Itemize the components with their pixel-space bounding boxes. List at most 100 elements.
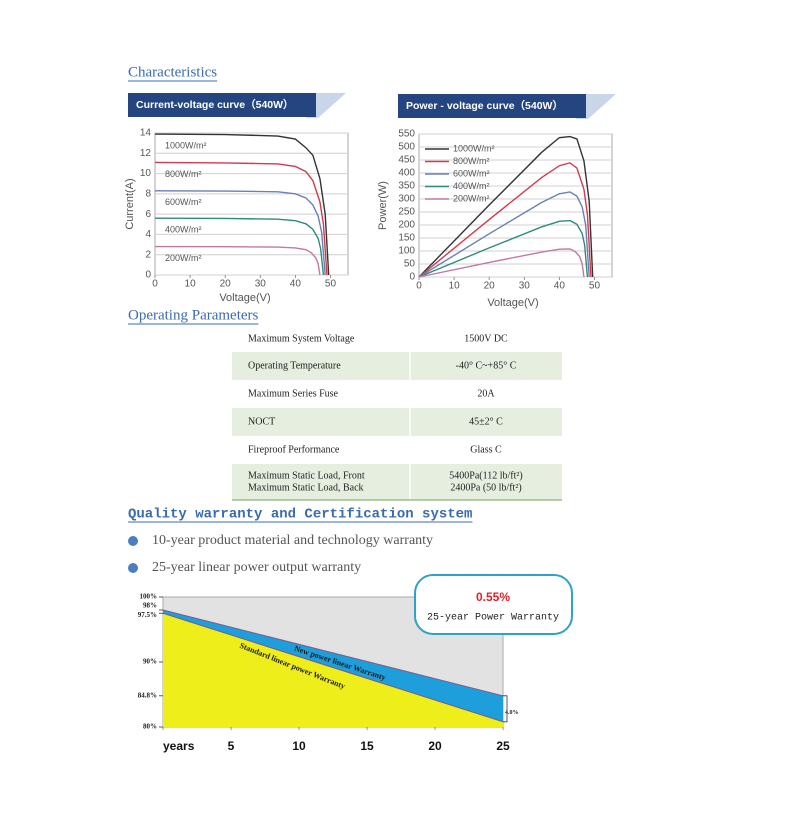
banner — [128, 93, 316, 117]
x-tick-label: 30 — [255, 279, 267, 290]
section-heading: Quality warranty and Certification syste… — [128, 507, 472, 523]
y-tick-label: 250 — [398, 207, 415, 218]
gap-bracket — [503, 695, 508, 723]
y-tick-label: 8 — [145, 188, 151, 199]
y-tick-label: 80% — [143, 723, 157, 731]
y-tick-label: 2 — [145, 249, 151, 260]
curve-label: 200W/m² — [165, 253, 202, 263]
curve-label: 400W/m² — [165, 225, 202, 235]
table-cell: Maximum System Voltage — [248, 333, 355, 344]
x-tick-label: 25 — [496, 739, 510, 753]
y-tick-label: 0 — [145, 270, 151, 281]
curve — [154, 245, 321, 276]
x-axis-label: Voltage(V) — [219, 292, 270, 304]
table-row-bg — [232, 408, 562, 436]
y-tick-label: 400 — [398, 168, 415, 179]
banner-title: Current-voltage curve（540W） — [136, 98, 294, 111]
x-tick-label: 10 — [292, 739, 306, 753]
y-tick-label: 6 — [145, 209, 151, 220]
x-axis-label: Voltage(V) — [487, 297, 538, 309]
x-tick-label: 0 — [416, 281, 422, 292]
table-cell: Fireproof Performance — [248, 444, 340, 455]
y-tick-label: 90% — [143, 658, 157, 666]
y-tick-label: 550 — [398, 129, 415, 140]
area-fill — [163, 613, 503, 727]
callout-box — [414, 574, 573, 635]
x-tick-label: 40 — [290, 279, 302, 290]
x-tick-label: 20 — [484, 281, 496, 292]
y-tick-label: 84.8% — [138, 691, 157, 699]
curve — [418, 162, 592, 278]
y-tick-label: 200 — [398, 220, 415, 231]
curve — [418, 135, 594, 278]
legend-label: 200W/m² — [453, 193, 490, 203]
curve — [154, 190, 326, 276]
y-tick-label: 97.5% — [138, 611, 157, 619]
x-tick-label: 30 — [519, 281, 531, 292]
table-cell: NOCT — [248, 416, 275, 427]
x-tick-label: 50 — [325, 279, 337, 290]
y-tick-label: 300 — [398, 194, 415, 205]
banner — [398, 94, 586, 118]
bullet-text: 10-year product material and technology … — [152, 533, 433, 548]
legend-label: 1000W/m² — [453, 143, 495, 153]
bullet-icon — [128, 563, 138, 573]
y-tick-label: 100 — [398, 246, 415, 257]
curve — [418, 191, 590, 278]
callout-title: 0.55% — [476, 590, 510, 604]
curve — [154, 217, 325, 276]
x-tick-label: 20 — [428, 739, 442, 753]
banner-title: Power - voltage curve（540W） — [406, 99, 563, 112]
y-tick-label: 500 — [398, 142, 415, 153]
y-tick-label: 4 — [145, 229, 151, 240]
curve — [418, 219, 589, 278]
curve — [418, 248, 585, 278]
x-tick-label: 20 — [220, 279, 232, 290]
legend-label: 400W/m² — [453, 181, 490, 191]
x-tick-label: 10 — [449, 281, 461, 292]
curve-label: 600W/m² — [165, 197, 202, 207]
y-tick-label: 14 — [140, 128, 152, 139]
y-tick-label: 50 — [404, 259, 416, 270]
plot-area — [418, 133, 613, 278]
table-cell: Maximum Static Load, Front — [248, 470, 365, 481]
table-cell: 5400Pa(112 lb/ft²) — [449, 470, 522, 481]
warranty-line — [162, 609, 504, 697]
table-cell: Maximum Series Fuse — [248, 388, 339, 399]
y-tick-label: 100% — [140, 593, 158, 601]
y-axis-label: Current(A) — [124, 178, 136, 229]
table-row-bg — [232, 464, 562, 500]
table-cell: Glass C — [470, 444, 502, 455]
curve-label: 1000W/m² — [165, 140, 207, 150]
y-tick-label: 350 — [398, 181, 415, 192]
x-tick-label: 0 — [152, 279, 158, 290]
y-tick-label: 150 — [398, 233, 415, 244]
table-cell: 45±2° C — [469, 416, 503, 427]
x-tick-label: 10 — [185, 279, 197, 290]
table-cell: Operating Temperature — [248, 360, 341, 371]
y-tick-label: 98% — [143, 602, 157, 610]
y-tick-label: 0 — [409, 272, 415, 283]
x-tick-label: 15 — [360, 739, 374, 753]
table-cell: 2400Pa (50 lb/ft²) — [450, 482, 521, 493]
x-tick-label: years — [163, 739, 195, 753]
bullet-icon — [128, 536, 138, 546]
curve — [154, 161, 328, 276]
table-row-bg — [232, 352, 562, 380]
gap-label: 4.0% — [505, 710, 519, 716]
curve — [154, 133, 330, 276]
y-axis-label: Power(W) — [377, 181, 389, 230]
table-cell: 20A — [477, 388, 495, 399]
bullet-text: 25-year linear power output warranty — [152, 560, 361, 575]
section-heading: Operating Parameters — [128, 307, 259, 323]
x-tick-label: 5 — [228, 739, 235, 753]
x-tick-label: 50 — [589, 281, 601, 292]
y-tick-label: 10 — [140, 168, 152, 179]
callout-text: 25-year Power Warranty — [427, 613, 559, 624]
legend-label: 600W/m² — [453, 168, 490, 178]
table-cell: -40° C~+85° C — [456, 360, 517, 371]
legend-label: 800W/m² — [453, 156, 490, 166]
curve-label: 800W/m² — [165, 169, 202, 179]
heading: Characteristics — [128, 64, 217, 80]
